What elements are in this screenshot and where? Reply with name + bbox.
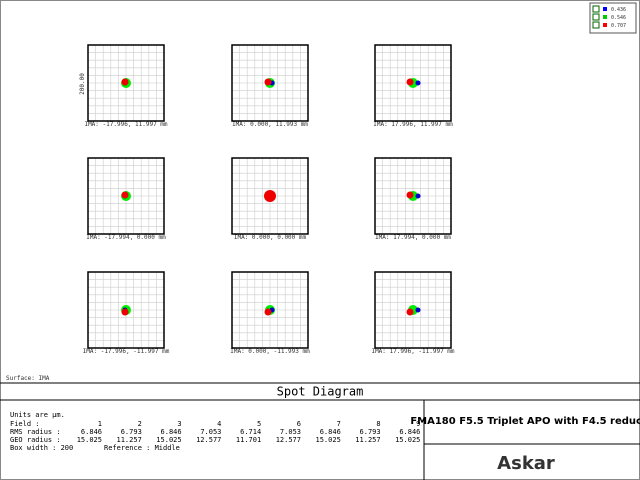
field-number: 9 <box>416 420 420 428</box>
row-label: GEO radius : <box>10 436 61 444</box>
geo-value: 11.257 <box>355 436 380 444</box>
spot-box <box>231 44 309 122</box>
surface-label: Surface: IMA <box>6 375 50 382</box>
field-label: IMA: 17.996, -11.997 mm <box>371 348 454 355</box>
row-label: Field : <box>10 420 40 428</box>
geo-value: 11.257 <box>117 436 142 444</box>
rms-value: 6.714 <box>240 428 261 436</box>
units: Units are µm. <box>10 411 65 419</box>
geo-value: 12.577 <box>276 436 301 444</box>
field-number: 4 <box>217 420 221 428</box>
field-number: 2 <box>138 420 142 428</box>
geo-value: 11.701 <box>236 436 261 444</box>
spot-box <box>374 44 452 122</box>
field-label: IMA: 0.000, 0.000 mm <box>234 234 307 241</box>
rms-value: 6.846 <box>161 428 182 436</box>
spot-red <box>121 191 129 199</box>
rms-value: 7.053 <box>200 428 221 436</box>
plot-title: Spot Diagram <box>277 385 364 399</box>
legend-checkbox <box>592 5 600 13</box>
field-number: 1 <box>98 420 102 428</box>
field-number: 8 <box>376 420 380 428</box>
row-label: RMS radius : <box>10 428 61 436</box>
geo-value: 12.577 <box>196 436 221 444</box>
field-label: IMA: -17.996, -11.997 mm <box>83 348 170 355</box>
rms-value: 6.793 <box>360 428 381 436</box>
field-number: 7 <box>337 420 341 428</box>
geo-value: 15.025 <box>156 436 181 444</box>
spot-red <box>264 78 272 86</box>
field-number: 3 <box>177 420 181 428</box>
scale-label: 200.00 <box>79 73 86 95</box>
field-label: IMA: 0.000, 11.993 mm <box>232 121 308 128</box>
legend-symbol <box>603 7 607 11</box>
spot-box <box>87 44 165 122</box>
rms-value: 6.793 <box>121 428 142 436</box>
reference: Reference : Middle <box>104 444 180 452</box>
spot-blue <box>415 307 421 313</box>
geo-value: 15.025 <box>395 436 420 444</box>
spot-red <box>121 78 129 86</box>
spot-red <box>264 308 272 316</box>
spot-box <box>87 157 165 235</box>
rms-value: 6.846 <box>81 428 102 436</box>
spot-box <box>87 271 165 349</box>
spot-box <box>231 157 309 235</box>
geo-value: 15.025 <box>77 436 102 444</box>
field-number: 5 <box>257 420 261 428</box>
box-width: Box width : 200 <box>10 444 73 452</box>
rms-value: 6.846 <box>320 428 341 436</box>
legend-label: 0.436 <box>611 7 626 13</box>
legend-checkbox <box>592 21 600 29</box>
field-label: IMA: -17.996, 11.997 mm <box>84 121 167 128</box>
spot-box <box>374 271 452 349</box>
spot-blue <box>415 80 421 86</box>
spot-box <box>231 271 309 349</box>
system-title: FMA180 F5.5 Triplet APO with F4.5 reduce… <box>410 416 640 427</box>
legend-label: 0.707 <box>611 23 626 29</box>
brand: Askar <box>497 453 555 474</box>
field-label: IMA: 17.996, 11.997 mm <box>373 121 453 128</box>
rms-value: 6.846 <box>399 428 420 436</box>
legend-label: 0.546 <box>611 15 626 21</box>
legend-symbol <box>603 15 607 19</box>
spot-box <box>374 157 452 235</box>
field-number: 6 <box>297 420 301 428</box>
spot-red <box>406 191 414 199</box>
field-label: IMA: 17.994, 0.000 mm <box>375 234 451 241</box>
spot-red <box>406 78 414 86</box>
spot-red <box>264 190 276 202</box>
legend-checkbox <box>592 13 600 21</box>
spot-red <box>121 308 129 316</box>
legend-symbol <box>603 23 607 27</box>
spot-red <box>406 308 414 316</box>
geo-value: 15.025 <box>316 436 341 444</box>
spot-blue <box>415 193 421 199</box>
field-label: IMA: -17.994, 0.000 mm <box>86 234 166 241</box>
field-label: IMA: 0.000, -11.993 mm <box>230 348 310 355</box>
rms-value: 7.053 <box>280 428 301 436</box>
